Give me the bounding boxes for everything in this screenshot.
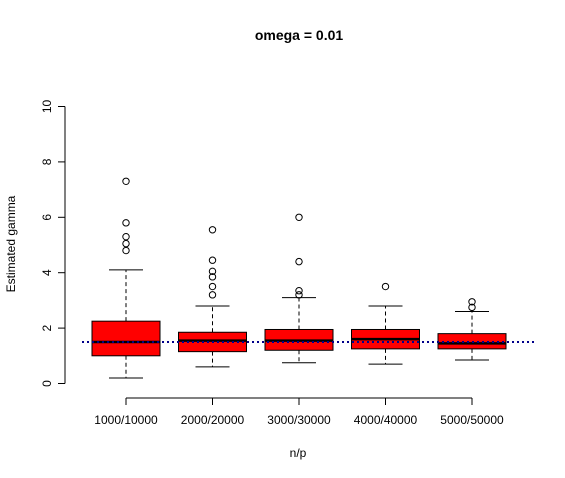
y-tick-label: 10	[40, 100, 54, 114]
outlier-point	[122, 246, 130, 255]
y-axis: 0 2 4 6 8 10	[40, 100, 66, 387]
outlier-point	[122, 177, 130, 185]
x-tick-label: 1000/10000	[94, 413, 158, 427]
outlier-point	[295, 291, 303, 299]
x-tick-label: 5000/50000	[440, 413, 504, 427]
x-tick-label: 2000/20000	[181, 413, 245, 427]
outlier-point	[468, 298, 476, 306]
y-tick-label: 4	[40, 269, 54, 276]
x-axis-label: n/p	[290, 446, 307, 460]
outlier-point	[208, 291, 217, 299]
outlier-point	[295, 287, 303, 295]
box-4	[351, 282, 420, 365]
box-2	[178, 226, 247, 368]
iqr-box	[91, 320, 161, 357]
outlier-point	[295, 213, 303, 222]
y-tick-label: 6	[40, 214, 54, 221]
outlier-point	[122, 219, 130, 227]
outlier-point	[208, 282, 217, 291]
outlier-point	[208, 273, 217, 281]
outlier-point	[208, 256, 217, 264]
box-5	[437, 298, 507, 361]
x-axis: 1000/10000 2000/20000 3000/30000 4000/40000…	[94, 397, 504, 427]
outlier-point	[208, 226, 217, 234]
y-axis-label: Estimated gamma	[4, 195, 18, 292]
outlier-point	[468, 303, 476, 312]
x-tick-label: 3000/30000	[267, 413, 331, 427]
outlier-point	[122, 232, 130, 241]
box-1	[91, 177, 161, 379]
outlier-point	[381, 282, 390, 291]
boxes-group	[91, 177, 507, 379]
outlier-point	[208, 267, 217, 276]
outlier-point	[122, 239, 130, 248]
chart-title: omega = 0.01	[255, 27, 344, 43]
box-3	[264, 213, 334, 364]
outlier-point	[295, 257, 303, 266]
y-tick-label: 2	[40, 324, 54, 331]
x-tick-label: 4000/40000	[354, 413, 418, 427]
y-tick-label: 0	[40, 380, 54, 387]
y-tick-label: 8	[40, 158, 54, 165]
